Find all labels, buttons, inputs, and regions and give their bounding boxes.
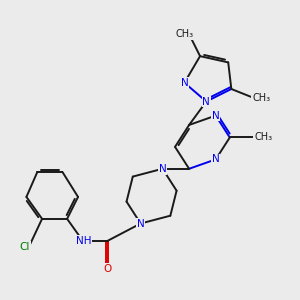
Text: N: N [137,218,145,229]
Text: CH₃: CH₃ [252,93,270,103]
Text: Cl: Cl [20,242,30,252]
Text: CH₃: CH₃ [254,133,272,142]
Text: N: N [159,164,167,174]
Text: O: O [103,264,112,274]
Text: NH: NH [76,236,91,246]
Text: N: N [181,78,188,88]
Text: N: N [212,154,220,164]
Text: N: N [212,111,220,121]
Text: N: N [202,97,210,106]
Text: CH₃: CH₃ [176,29,194,39]
